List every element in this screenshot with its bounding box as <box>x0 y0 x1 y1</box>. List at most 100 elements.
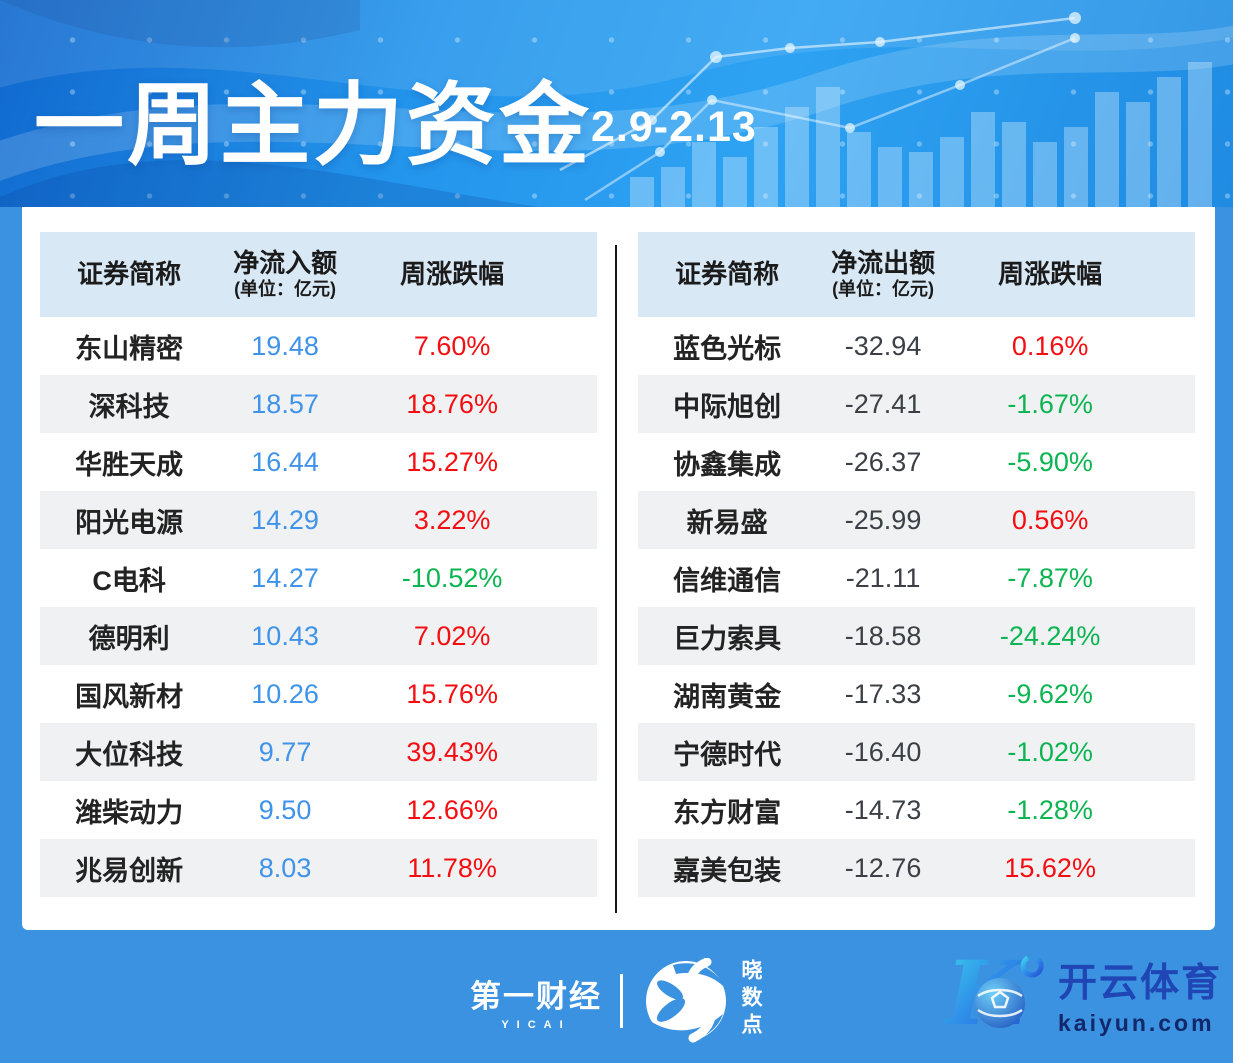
weekly-change: -10.52% <box>401 562 503 593</box>
table-row: 华胜天成 16.44 15.27% <box>40 433 597 491</box>
flow-amount: -16.40 <box>844 736 922 767</box>
flow-amount: -14.73 <box>844 794 922 825</box>
outflow-table: 证券简称 净流出额 (单位：亿元) 周涨跌幅 蓝色光标 -32.94 0.16% 中际… <box>638 232 1195 897</box>
stock-name: 华胜天成 <box>75 449 184 480</box>
flow-amount: 19.48 <box>251 330 319 361</box>
table-divider <box>615 245 617 913</box>
stock-name: 嘉美包装 <box>673 855 782 886</box>
table-row: 嘉美包装 -12.76 15.62% <box>638 839 1195 897</box>
date-range: 2.9-2.13 <box>591 103 757 151</box>
stock-name: 协鑫集成 <box>673 449 782 480</box>
weekly-change: 12.66% <box>406 794 498 825</box>
kaiyun-logo: K 开云体育 kaiyun.com <box>944 948 1222 1040</box>
stock-name: 国风新材 <box>75 681 184 712</box>
column-header-name: 证券简称 <box>77 259 182 290</box>
stock-name: 深科技 <box>88 391 170 422</box>
stock-name: 东山精密 <box>75 333 184 364</box>
publisher-logos: 第一财经 YICAI 晓数点 <box>470 958 765 1044</box>
table-row: 中际旭创 -27.41 -1.67% <box>638 375 1195 433</box>
weekly-change: -5.90% <box>1007 446 1093 477</box>
outflow-table-body: 蓝色光标 -32.94 0.16% 中际旭创 -27.41 -1.67% 协鑫集成 -26.3… <box>638 317 1195 897</box>
inflow-table: 证券简称 净流入额 (单位：亿元) 周涨跌幅 东山精密 19.48 7.60% 深科技… <box>40 232 597 897</box>
stock-name: 大位科技 <box>75 739 184 770</box>
table-row: 潍柴动力 9.50 12.66% <box>40 781 597 839</box>
flow-amount: 10.43 <box>251 620 319 651</box>
weekly-change: -1.67% <box>1007 388 1093 419</box>
footer: 第一财经 YICAI 晓数点 <box>0 930 1233 1063</box>
flow-amount: 18.57 <box>251 388 319 419</box>
weekly-change: 18.76% <box>406 388 498 419</box>
weekly-change: 3.22% <box>413 504 491 535</box>
table-row: 国风新材 10.26 15.76% <box>40 665 597 723</box>
flow-amount: -21.11 <box>845 562 921 593</box>
flow-amount: 10.26 <box>251 678 319 709</box>
table-row: 新易盛 -25.99 0.56% <box>638 491 1195 549</box>
flow-amount: 8.03 <box>258 852 312 883</box>
table-row: 阳光电源 14.29 3.22% <box>40 491 597 549</box>
table-row: 巨力索具 -18.58 -24.24% <box>638 607 1195 665</box>
logo-divider <box>620 974 623 1028</box>
table-row: 协鑫集成 -26.37 -5.90% <box>638 433 1195 491</box>
stock-name: 中际旭创 <box>673 391 782 422</box>
table-row: C电科 14.27 -10.52% <box>40 549 597 607</box>
stock-name: 湖南黄金 <box>673 681 782 712</box>
table-row: 深科技 18.57 18.76% <box>40 375 597 433</box>
flow-amount: -18.58 <box>844 620 922 651</box>
yicai-logo-text: 第一财经 <box>470 979 602 1014</box>
weekly-change: 0.16% <box>1011 330 1089 361</box>
table-row: 东山精密 19.48 7.60% <box>40 317 597 375</box>
table-row: 东方财富 -14.73 -1.28% <box>638 781 1195 839</box>
flow-amount: -25.99 <box>844 504 922 535</box>
banner: 一周主力资金 2.9-2.13 <box>0 0 1233 207</box>
column-header-amount-unit: (单位：亿元) <box>832 279 935 300</box>
bar-chart-decoration <box>630 62 1212 207</box>
column-header-name: 证券简称 <box>675 259 780 290</box>
yicai-logo: 第一财经 YICAI <box>470 971 602 1031</box>
stock-name: 德明利 <box>88 623 170 654</box>
weekly-change: -24.24% <box>999 620 1101 651</box>
weekly-change: -1.02% <box>1007 736 1093 767</box>
weekly-change: 15.27% <box>406 446 498 477</box>
tables-card: 证券简称 净流入额 (单位：亿元) 周涨跌幅 东山精密 19.48 7.60% 深科技… <box>22 207 1215 930</box>
weekly-change: -1.28% <box>1007 794 1093 825</box>
flow-amount: -12.76 <box>844 852 922 883</box>
dot-grid-pattern <box>0 0 1233 207</box>
weekly-change: 7.02% <box>413 620 491 651</box>
weekly-change: 15.62% <box>1004 852 1096 883</box>
table-row: 大位科技 9.77 39.43% <box>40 723 597 781</box>
stock-name: C电科 <box>92 565 166 596</box>
stock-name: 信维通信 <box>673 565 782 596</box>
xiaoshudian-logo: 晓数点 <box>643 958 765 1044</box>
flow-amount: 9.77 <box>258 736 312 767</box>
kaiyun-logo-text: 开云体育 <box>1058 961 1223 1005</box>
weekly-change: 7.60% <box>413 330 491 361</box>
stock-name: 新易盛 <box>686 507 768 538</box>
flow-amount: 14.27 <box>251 562 319 593</box>
column-header-amount-unit: (单位：亿元) <box>234 279 337 300</box>
flow-amount: -26.37 <box>844 446 922 477</box>
xs-emblem-icon <box>646 958 726 1043</box>
table-row: 信维通信 -21.11 -7.87% <box>638 549 1195 607</box>
column-header-change: 周涨跌幅 <box>400 259 505 290</box>
weekly-change: 15.76% <box>406 678 498 709</box>
stock-name: 兆易创新 <box>75 855 184 886</box>
stock-name: 阳光电源 <box>75 507 184 538</box>
column-header-amount: 净流出额 (单位：亿元) <box>816 248 950 300</box>
flow-amount: -32.94 <box>844 330 922 361</box>
table-row: 蓝色光标 -32.94 0.16% <box>638 317 1195 375</box>
inflow-table-body: 东山精密 19.48 7.60% 深科技 18.57 18.76% 华胜天成 16.44 15.… <box>40 317 597 897</box>
weekly-change: 0.56% <box>1011 504 1089 535</box>
table-row: 德明利 10.43 7.02% <box>40 607 597 665</box>
table-row: 湖南黄金 -17.33 -9.62% <box>638 665 1195 723</box>
line-chart-decoration <box>559 12 1081 202</box>
stock-name: 潍柴动力 <box>75 797 184 828</box>
page-title: 一周主力资金 <box>34 76 592 176</box>
banner-decoration-graphic <box>0 0 1233 207</box>
weekly-change: -9.62% <box>1007 678 1093 709</box>
stock-name: 巨力索具 <box>673 623 782 654</box>
outflow-table-header: 证券简称 净流出额 (单位：亿元) 周涨跌幅 <box>638 232 1195 317</box>
column-header-amount: 净流入额 (单位：亿元) <box>218 248 352 300</box>
flow-amount: 14.29 <box>251 504 319 535</box>
column-header-change: 周涨跌幅 <box>998 259 1103 290</box>
table-row: 宁德时代 -16.40 -1.02% <box>638 723 1195 781</box>
